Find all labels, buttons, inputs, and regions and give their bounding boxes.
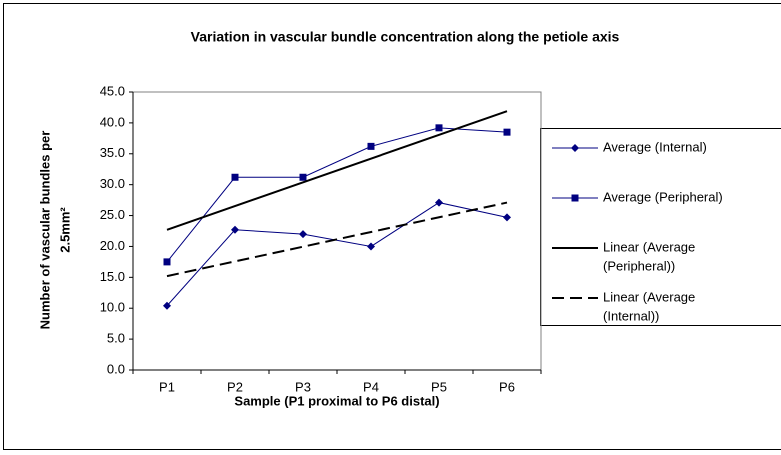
y-tick-label: 35.0 [100,145,125,160]
legend-label: Average (Peripheral) [603,189,723,204]
x-axis-title: Sample (P1 proximal to P6 distal) [234,393,439,408]
point [503,128,511,136]
y-tick-label: 10.0 [100,300,125,315]
x-tick-label: P2 [227,379,243,394]
y-axis-title-line: Number of vascular bundles per [37,131,52,330]
y-axis-title-line: 2.5mm² [57,207,72,253]
point [571,194,579,202]
y-tick-label: 0.0 [107,361,125,376]
y-tick-label: 20.0 [100,238,125,253]
point [163,301,171,310]
point [367,142,375,150]
y-axis-title: Number of vascular bundles per 2.5mm² [37,131,72,330]
point [231,173,239,181]
point [435,198,443,207]
point [503,213,511,222]
x-tick-label: P5 [431,379,447,394]
y-tick-label: 30.0 [100,176,125,191]
point [367,242,375,251]
x-tick-label: P4 [363,379,379,394]
legend-label: Average (Internal) [603,139,707,154]
legend-label: Linear (Average [603,289,695,304]
legend-label: (Internal)) [603,308,659,323]
y-tick-label: 40.0 [100,114,125,129]
x-tick-label: P1 [159,379,175,394]
y-tick-label: 5.0 [107,331,125,346]
trend-line [166,110,508,231]
y-tick-label: 25.0 [100,207,125,222]
point [299,230,307,239]
point [299,173,307,181]
point [231,225,239,234]
x-tick-label: P6 [499,379,515,394]
point [571,144,579,152]
y-tick-label: 15.0 [100,269,125,284]
legend-label: Linear (Average [603,239,695,254]
x-tick-label: P3 [295,379,311,394]
point [435,124,443,132]
trend-line [166,201,508,278]
legend [540,128,781,326]
chart-title: Variation in vascular bundle concentrati… [191,29,620,45]
point [163,258,171,266]
y-tick-label: 45.0 [100,83,125,98]
legend-label: (Peripheral)) [603,258,675,273]
series-line [166,127,508,263]
